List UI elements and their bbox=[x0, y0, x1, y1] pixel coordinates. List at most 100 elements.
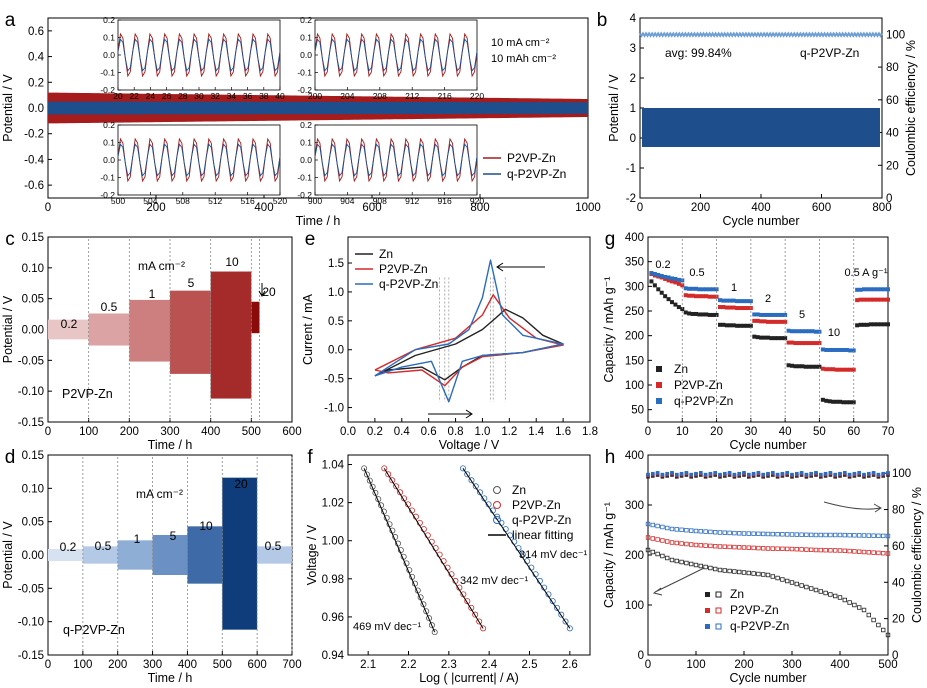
efficiency-point bbox=[790, 472, 794, 477]
capacity-point bbox=[713, 544, 718, 549]
inset-1: 20 22 24 26 28 30 32 34 36 38 40 -0.2 -0.1 0.0 0.1 0.2 bbox=[100, 15, 285, 101]
rate-label: 1 bbox=[134, 532, 141, 546]
y-tick-label: 1 bbox=[630, 103, 636, 115]
data-point bbox=[700, 294, 705, 299]
capacity-point bbox=[756, 545, 761, 551]
efficiency-point bbox=[646, 472, 650, 477]
capacity-point bbox=[727, 530, 732, 536]
data-point bbox=[793, 364, 798, 369]
y-axis-label: Capacity / mAh g⁻¹ bbox=[602, 502, 616, 608]
y-tick-label: 0.10 bbox=[22, 483, 44, 495]
data-point bbox=[820, 397, 825, 402]
efficiency-point bbox=[775, 472, 780, 477]
y-tick-label: 0.15 bbox=[22, 232, 44, 244]
data-point bbox=[862, 322, 866, 327]
capacity-point bbox=[698, 529, 703, 534]
data-point bbox=[886, 297, 890, 302]
rate-label: 0.2 bbox=[655, 259, 670, 271]
data-point bbox=[663, 274, 668, 279]
data-point bbox=[831, 347, 836, 352]
data-point bbox=[766, 335, 770, 340]
y-tick-label: 0.94 bbox=[322, 650, 345, 662]
data-point bbox=[872, 297, 877, 302]
inset-trace bbox=[314, 38, 478, 72]
capacity-point bbox=[866, 550, 871, 555]
legend-label: P2VP-Zn bbox=[379, 262, 428, 276]
x-tick-label: 30 bbox=[744, 426, 757, 438]
data-point bbox=[851, 367, 856, 372]
arrow-to-right-axis bbox=[823, 501, 882, 513]
data-point bbox=[361, 465, 368, 472]
capacity-point bbox=[717, 530, 723, 535]
rate-label: 2 bbox=[765, 293, 771, 305]
y-axis-label: Potential / V bbox=[1, 74, 15, 142]
data-point bbox=[769, 312, 774, 317]
annotation-sample: q-P2VP-Zn bbox=[63, 623, 125, 637]
data-point bbox=[714, 287, 719, 292]
x-tick-label: 0.8 bbox=[448, 426, 464, 438]
data-point bbox=[755, 312, 760, 317]
x-axis-label: Cycle number bbox=[729, 438, 806, 452]
data-point bbox=[554, 604, 561, 611]
x-tick-label: 0.0 bbox=[340, 426, 356, 438]
capacity-point bbox=[809, 532, 814, 538]
capacity-point bbox=[684, 541, 689, 547]
capacity-point bbox=[765, 546, 771, 551]
x-tick-label: 1.6 bbox=[555, 426, 571, 438]
capacity-point bbox=[833, 548, 838, 553]
data-point bbox=[673, 302, 678, 307]
y-tick-label: 0.0 bbox=[28, 103, 44, 115]
capacity-point bbox=[881, 551, 886, 556]
inset-y-tick-label: 0.0 bbox=[300, 50, 312, 60]
x-axis-label: Time / h bbox=[296, 214, 341, 228]
x-tick-label: 400 bbox=[751, 202, 770, 214]
panel-d: 0 100 200 300 400 500 600 700 -0.15 -0.10 -0.05 0.0… bbox=[1, 447, 302, 685]
data-point bbox=[697, 294, 702, 299]
x-axis-label: Cycle number bbox=[722, 214, 799, 228]
efficiency-point bbox=[838, 471, 842, 476]
capacity-point bbox=[732, 569, 737, 574]
capacity-point bbox=[765, 572, 771, 578]
data-point bbox=[759, 319, 764, 324]
data-point bbox=[652, 283, 657, 288]
capacity-point bbox=[756, 571, 761, 577]
y-tick-label: 0.05 bbox=[22, 517, 44, 529]
efficiency-point bbox=[679, 471, 684, 476]
data-point bbox=[649, 279, 654, 284]
capacity-point bbox=[823, 548, 828, 553]
efficiency-point bbox=[718, 472, 722, 477]
annotation-sample: P2VP-Zn bbox=[62, 387, 113, 401]
capacity-point bbox=[885, 632, 891, 638]
inset-x-tick-label: 22 bbox=[129, 91, 139, 101]
slope-label-q-p2vp: 314 mV dec⁻¹ bbox=[519, 549, 588, 561]
efficiency-point bbox=[699, 471, 703, 475]
inset-y-tick-label: -0.2 bbox=[297, 85, 312, 95]
data-point bbox=[855, 323, 860, 328]
data-point bbox=[817, 364, 822, 369]
data-point bbox=[718, 298, 722, 303]
y2-tick-label: 0 bbox=[892, 650, 898, 662]
data-point bbox=[549, 598, 556, 605]
data-point bbox=[827, 399, 832, 404]
capacity-point bbox=[799, 547, 804, 552]
data-point bbox=[879, 322, 884, 327]
y-tick-label: 0.5 bbox=[328, 316, 344, 328]
data-point bbox=[779, 312, 784, 317]
capacity-point bbox=[737, 545, 742, 550]
capacity-point bbox=[857, 533, 862, 538]
segment bbox=[187, 526, 223, 584]
x-tick-label: 500 bbox=[242, 426, 261, 438]
inset-x-tick-label: 912 bbox=[405, 196, 419, 206]
capacity-point bbox=[861, 607, 867, 613]
x-axis-label: Cycle number bbox=[729, 671, 806, 685]
y-tick-label: 200 bbox=[625, 550, 644, 562]
efficiency-point bbox=[684, 471, 689, 475]
x-tick-label: 100 bbox=[79, 426, 98, 438]
data-point bbox=[834, 399, 839, 404]
y-tick-label: 1.04 bbox=[322, 460, 345, 472]
legend-swatch bbox=[493, 486, 501, 494]
data-point bbox=[745, 323, 750, 328]
data-point bbox=[882, 287, 887, 292]
